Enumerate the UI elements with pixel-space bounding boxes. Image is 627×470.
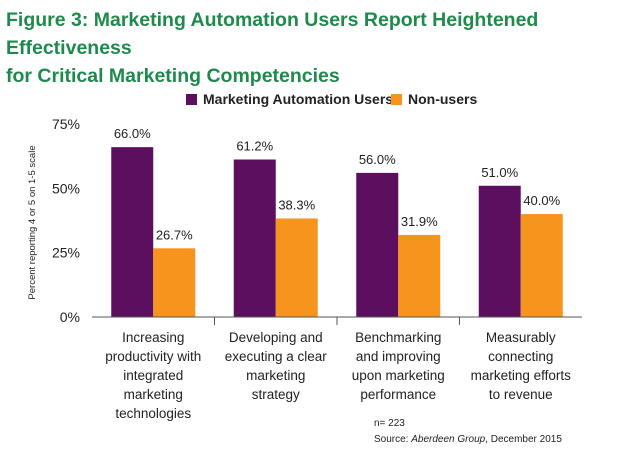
category-label: marketing (124, 387, 183, 402)
value-label-users: 51.0% (481, 165, 518, 180)
value-label-nonusers: 38.3% (278, 197, 315, 212)
figure-title: Figure 3: Marketing Automation Users Rep… (6, 6, 621, 90)
sample-size-note: n= 223 (374, 418, 405, 429)
value-label-users: 61.2% (236, 139, 273, 154)
legend-label-nonusers: Non-users (408, 91, 477, 107)
y-axis-title: Percent reporting 4 or 5 on 1-5 scale (27, 145, 38, 299)
category-label: technologies (115, 406, 191, 421)
category-label: productivity with (105, 349, 201, 364)
bar-users (111, 147, 154, 317)
category-label: connecting (488, 349, 553, 364)
source-org: Aberdeen Group (411, 434, 486, 445)
category-label: strategy (252, 387, 300, 402)
legend-swatch-users (186, 94, 197, 105)
bar-nonusers (153, 248, 196, 317)
category-label: and improving (356, 349, 441, 364)
legend-swatch-nonusers (391, 94, 402, 105)
y-tick-label: 75% (52, 116, 80, 132)
bar-nonusers (275, 218, 318, 317)
bar-users (356, 172, 399, 317)
value-label-users: 66.0% (114, 126, 151, 141)
source-prefix: Source: (374, 434, 412, 445)
bar-users (233, 159, 276, 317)
category-label: marketing (246, 368, 305, 383)
category-label: Benchmarking (355, 330, 441, 345)
category-label: to revenue (489, 387, 553, 402)
source-note: Source: Aberdeen Group, December 2015 (374, 434, 562, 445)
category-label: marketing efforts (471, 368, 572, 383)
y-tick-label: 0% (60, 309, 80, 325)
category-label: Increasing (122, 330, 184, 345)
y-tick-label: 25% (52, 245, 80, 261)
category-label: performance (360, 387, 436, 402)
value-label-nonusers: 31.9% (401, 214, 438, 229)
value-label-nonusers: 40.0% (523, 193, 560, 208)
value-label-users: 56.0% (359, 152, 396, 167)
legend-label-users: Marketing Automation Users (203, 91, 393, 107)
category-label: executing a clear (225, 349, 328, 364)
source-suffix: , December 2015 (485, 434, 562, 445)
value-label-nonusers: 26.7% (156, 227, 193, 242)
bar-users (478, 185, 521, 317)
figure-title-line2: for Critical Marketing Competencies (6, 65, 340, 87)
y-tick-label: 50% (52, 180, 80, 196)
category-label: upon marketing (352, 368, 445, 383)
category-label: Measurably (486, 330, 556, 345)
category-label: Developing and (229, 330, 323, 345)
category-label: integrated (123, 368, 183, 383)
figure-title-line1: Figure 3: Marketing Automation Users Rep… (6, 9, 539, 59)
bar-nonusers (398, 234, 441, 317)
bar-nonusers (520, 214, 563, 317)
